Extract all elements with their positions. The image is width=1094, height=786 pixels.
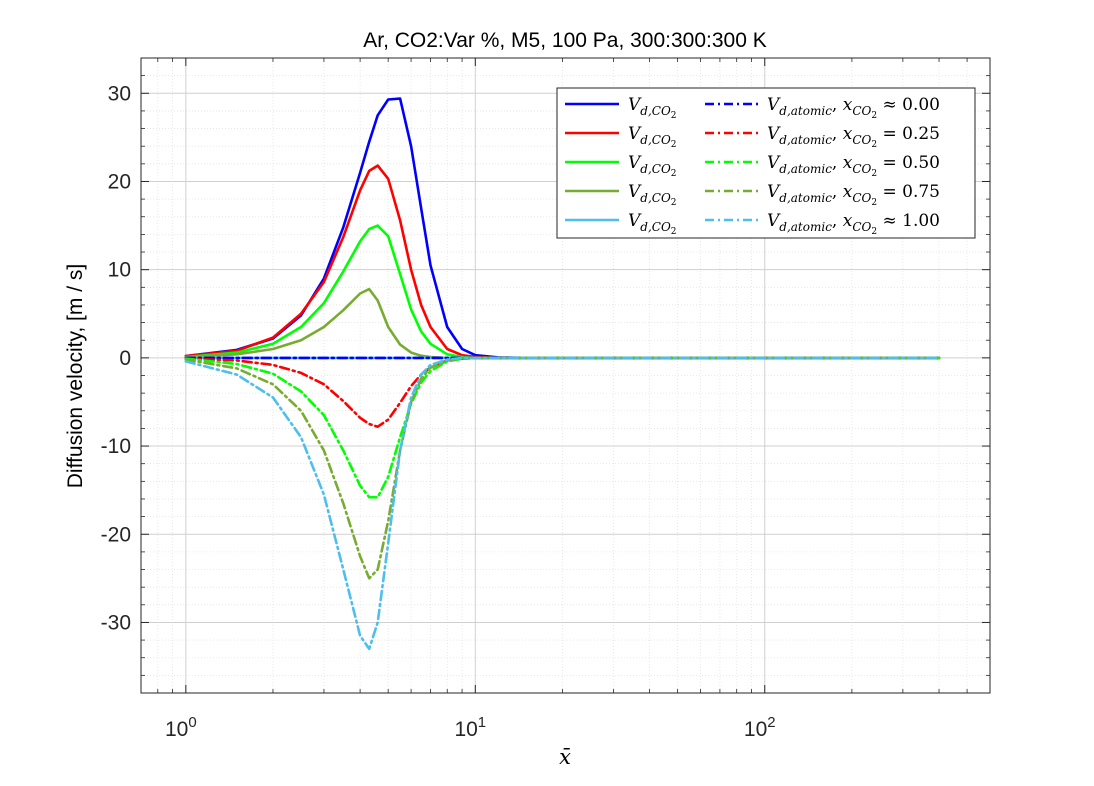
- legend-entry-co2: Vd,CO2: [628, 95, 677, 121]
- legend: Vd,CO2 Vd,atomic, xCO2 ≈ 0.00 Vd,CO2 Vd,ato…: [556, 87, 976, 239]
- series-line-atomic: [184, 356, 941, 651]
- series-line-atomic: [184, 356, 941, 499]
- y-tick-label: -30: [101, 611, 131, 634]
- legend-entry-atomic: Vd,atomic, xCO2 = 0.25: [767, 124, 940, 150]
- legend-entry-atomic: Vd,atomic, xCO2 ≈ 0.00: [767, 95, 940, 121]
- y-tick-label: 30: [108, 82, 131, 105]
- y-tick-label: -20: [101, 523, 131, 546]
- series-layer: [184, 97, 941, 651]
- ticks-layer: [140, 57, 990, 694]
- legend-entry-co2: Vd,CO2: [628, 182, 677, 208]
- legend-entry-atomic: Vd,atomic, xCO2 = 0.50: [767, 153, 940, 179]
- legend-entry-co2: Vd,CO2: [628, 124, 677, 150]
- x-tick-label: 101: [454, 714, 486, 741]
- legend-entry-atomic: Vd,atomic, xCO2 = 0.75: [767, 182, 940, 208]
- y-tick-label: 10: [108, 259, 131, 282]
- x-tick-label: 100: [165, 714, 197, 741]
- x-axis-label: x̄: [559, 745, 571, 769]
- x-tick-label: 102: [744, 714, 776, 741]
- y-axis-label: Diffusion velocity, [m / s]: [64, 264, 87, 488]
- y-tick-labels: 30 20 10 0 -10 -20 -30: [101, 82, 131, 634]
- legend-entry-co2: Vd,CO2: [628, 211, 677, 237]
- y-tick-label: -10: [101, 435, 131, 458]
- y-tick-label: 20: [108, 170, 131, 193]
- y-tick-label: 0: [119, 347, 131, 370]
- chart-title: Ar, CO2:Var %, M5, 100 Pa, 300:300:300 K: [363, 29, 767, 52]
- legend-entry-atomic: Vd,atomic, xCO2 ≈ 1.00: [767, 211, 940, 237]
- x-tick-labels: 100 101 102: [165, 714, 776, 741]
- legend-box: [556, 87, 976, 239]
- legend-entry-co2: Vd,CO2: [628, 153, 677, 179]
